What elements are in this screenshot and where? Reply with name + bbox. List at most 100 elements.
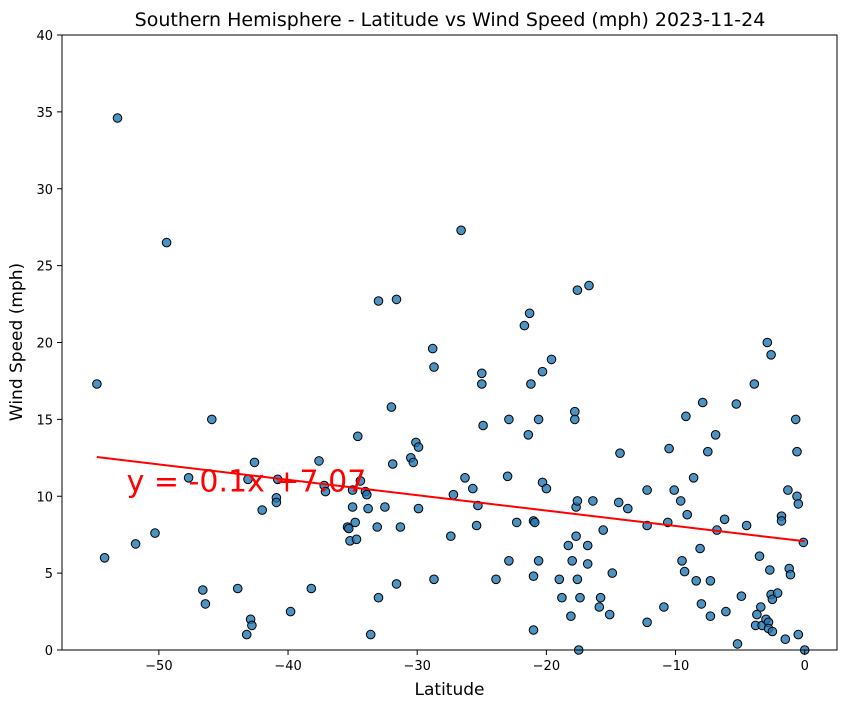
data-point: [478, 420, 488, 431]
data-point: [691, 576, 702, 586]
data-point: [669, 485, 680, 495]
data-point: [207, 414, 217, 425]
data-point: [749, 379, 760, 389]
data-point: [241, 629, 252, 640]
data-point: [677, 556, 687, 566]
data-point: [344, 523, 354, 534]
data-point: [413, 442, 424, 452]
data-point: [642, 617, 652, 628]
data-point: [429, 574, 439, 585]
x-tick-label: −20: [533, 659, 560, 674]
x-tick-label: −50: [145, 659, 172, 674]
data-point: [92, 379, 102, 389]
data-point: [320, 486, 331, 497]
y-tick-label: 25: [36, 260, 53, 275]
data-point: [387, 459, 398, 469]
data-point: [754, 551, 765, 562]
data-point: [595, 592, 606, 603]
data-point: [533, 414, 544, 425]
data-point: [456, 225, 466, 236]
data-point: [642, 485, 652, 495]
data-point: [752, 609, 762, 620]
data-point: [395, 522, 406, 532]
data-point: [623, 503, 633, 514]
data-point: [613, 497, 624, 508]
data-point: [350, 517, 361, 528]
data-point: [772, 588, 783, 598]
y-tick-label: 10: [36, 490, 53, 505]
data-point: [477, 368, 487, 379]
data-point: [130, 539, 141, 549]
y-tick-label: 40: [36, 29, 53, 44]
data-point: [598, 525, 609, 535]
data-point: [741, 520, 752, 531]
x-tick-label: 0: [801, 659, 809, 674]
data-point: [460, 473, 470, 483]
data-point: [372, 522, 383, 532]
data-point: [362, 489, 372, 500]
data-point: [198, 585, 208, 595]
data-point: [582, 540, 593, 551]
y-tick-label: 15: [36, 413, 53, 428]
y-tick-label: 5: [45, 567, 53, 582]
x-tick-label: −40: [274, 659, 301, 674]
data-point: [792, 446, 802, 457]
data-point: [681, 411, 691, 422]
data-point: [563, 540, 574, 551]
data-point: [695, 543, 705, 554]
data-point: [762, 337, 773, 348]
data-point: [705, 611, 716, 622]
data-point: [682, 509, 693, 520]
data-point: [533, 556, 544, 566]
data-point: [351, 534, 362, 545]
data-point: [710, 430, 721, 440]
data-point: [582, 559, 593, 569]
plot-frame: [61, 34, 838, 651]
data-point: [112, 113, 123, 123]
data-point: [719, 514, 730, 525]
data-point: [247, 620, 257, 631]
data-point: [477, 379, 487, 389]
data-point: [541, 483, 552, 494]
y-tick-label: 35: [36, 106, 53, 121]
plot-area: y = -0.1x +7.07 −50 −40 −30 −20 −10 0 0 5 10 15 20 2…: [36, 29, 838, 674]
regression-equation: y = -0.1x +7.07: [127, 465, 367, 500]
data-point: [785, 569, 796, 580]
x-tick-label: −30: [403, 659, 430, 674]
data-point: [353, 431, 363, 442]
data-point: [615, 448, 625, 459]
data-point: [572, 285, 583, 296]
data-point: [530, 517, 540, 528]
data-point: [607, 568, 618, 578]
data-point: [386, 402, 397, 412]
data-point: [571, 531, 581, 542]
data-point: [793, 499, 804, 509]
y-axis-label: Wind Speed (mph): [7, 263, 27, 421]
data-point: [285, 606, 296, 617]
chart-title: Southern Hemisphere - Latitude vs Wind S…: [135, 9, 766, 31]
data-point: [249, 457, 260, 468]
data-point: [306, 583, 317, 594]
data-point: [588, 496, 598, 506]
y-tick-label: 30: [36, 183, 53, 198]
data-point: [526, 379, 536, 389]
data-point: [150, 528, 160, 538]
data-point: [347, 502, 358, 512]
data-point: [705, 576, 716, 586]
data-point: [790, 414, 801, 425]
data-point: [271, 497, 282, 508]
data-point: [427, 343, 438, 354]
data-point: [257, 505, 268, 515]
data-point: [721, 606, 731, 617]
data-point: [756, 602, 766, 612]
data-point: [570, 414, 580, 425]
data-point: [519, 320, 530, 331]
data-point: [373, 592, 384, 603]
data-point: [697, 397, 708, 408]
data-point: [696, 599, 707, 609]
data-point: [380, 502, 390, 512]
data-point: [448, 489, 459, 500]
data-point: [567, 556, 578, 566]
data-point: [504, 556, 514, 566]
data-point: [675, 496, 686, 506]
